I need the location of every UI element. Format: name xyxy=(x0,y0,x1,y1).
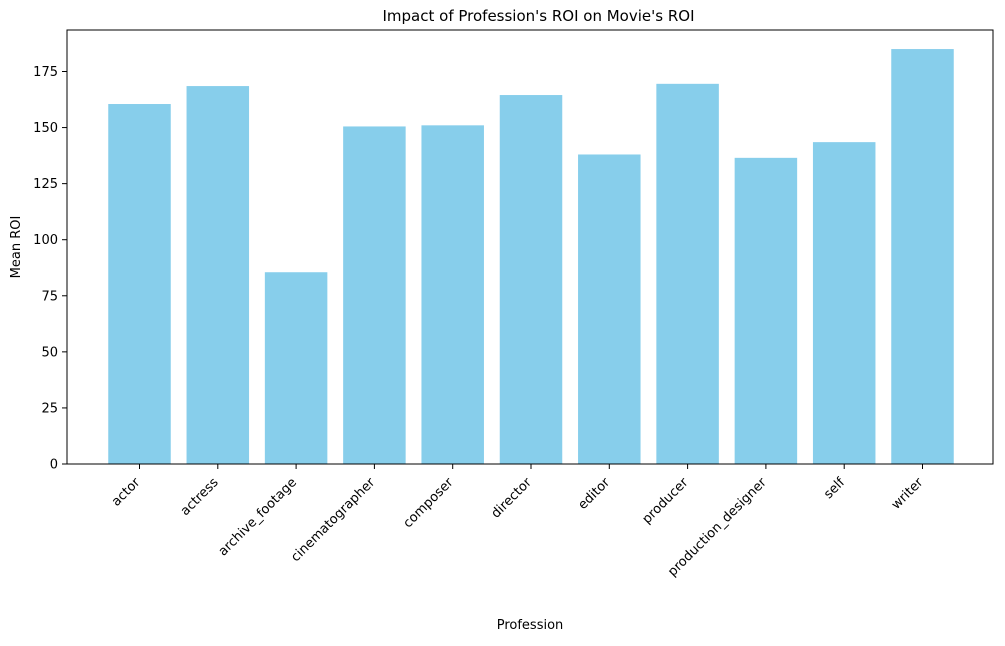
y-tick-label: 100 xyxy=(33,233,58,248)
x-tick-label: producer xyxy=(640,475,692,527)
x-tick-label: self xyxy=(821,475,848,502)
y-axis: 0 25 50 75 100 125 150 175 xyxy=(33,65,67,473)
x-tick-label: actress xyxy=(178,475,222,519)
bar-actress xyxy=(186,86,250,464)
bar-actor xyxy=(108,104,171,465)
bar-self xyxy=(812,142,876,464)
x-tick-label: cinematographer xyxy=(288,475,378,565)
x-tick-label: writer xyxy=(889,475,927,513)
chart-title: Impact of Profession's ROI on Movie's RO… xyxy=(383,7,695,25)
bar-writer xyxy=(891,49,954,465)
x-tick-label: composer xyxy=(401,475,457,531)
bar-composer xyxy=(421,125,484,464)
x-axis-label: Profession xyxy=(497,618,564,633)
x-axis: actor actressarchive_footagecinematograph… xyxy=(109,464,927,580)
x-tick-label: director xyxy=(489,475,536,522)
bar-producer xyxy=(656,83,719,464)
y-tick-label: 50 xyxy=(41,345,58,360)
bar-production_designer xyxy=(734,157,798,464)
x-tick-label: archive_footage xyxy=(216,475,300,559)
y-tick-label: 125 xyxy=(33,177,58,192)
y-tick-label: 25 xyxy=(41,401,58,416)
bar-editor xyxy=(578,154,641,465)
bar-cinematographer xyxy=(343,126,406,464)
y-tick-label: 175 xyxy=(33,65,58,80)
bars-group xyxy=(108,49,954,465)
x-tick-label: editor xyxy=(575,475,613,513)
y-tick-label: 75 xyxy=(41,289,58,304)
bar-director xyxy=(499,95,563,464)
x-tick-label: actor xyxy=(109,475,144,510)
y-tick-label: 150 xyxy=(33,121,58,136)
bar-archive_footage xyxy=(264,272,328,464)
y-axis-label: Mean ROI xyxy=(9,216,24,279)
plot-frame xyxy=(66,29,994,465)
y-tick-label: 0 xyxy=(50,458,58,473)
